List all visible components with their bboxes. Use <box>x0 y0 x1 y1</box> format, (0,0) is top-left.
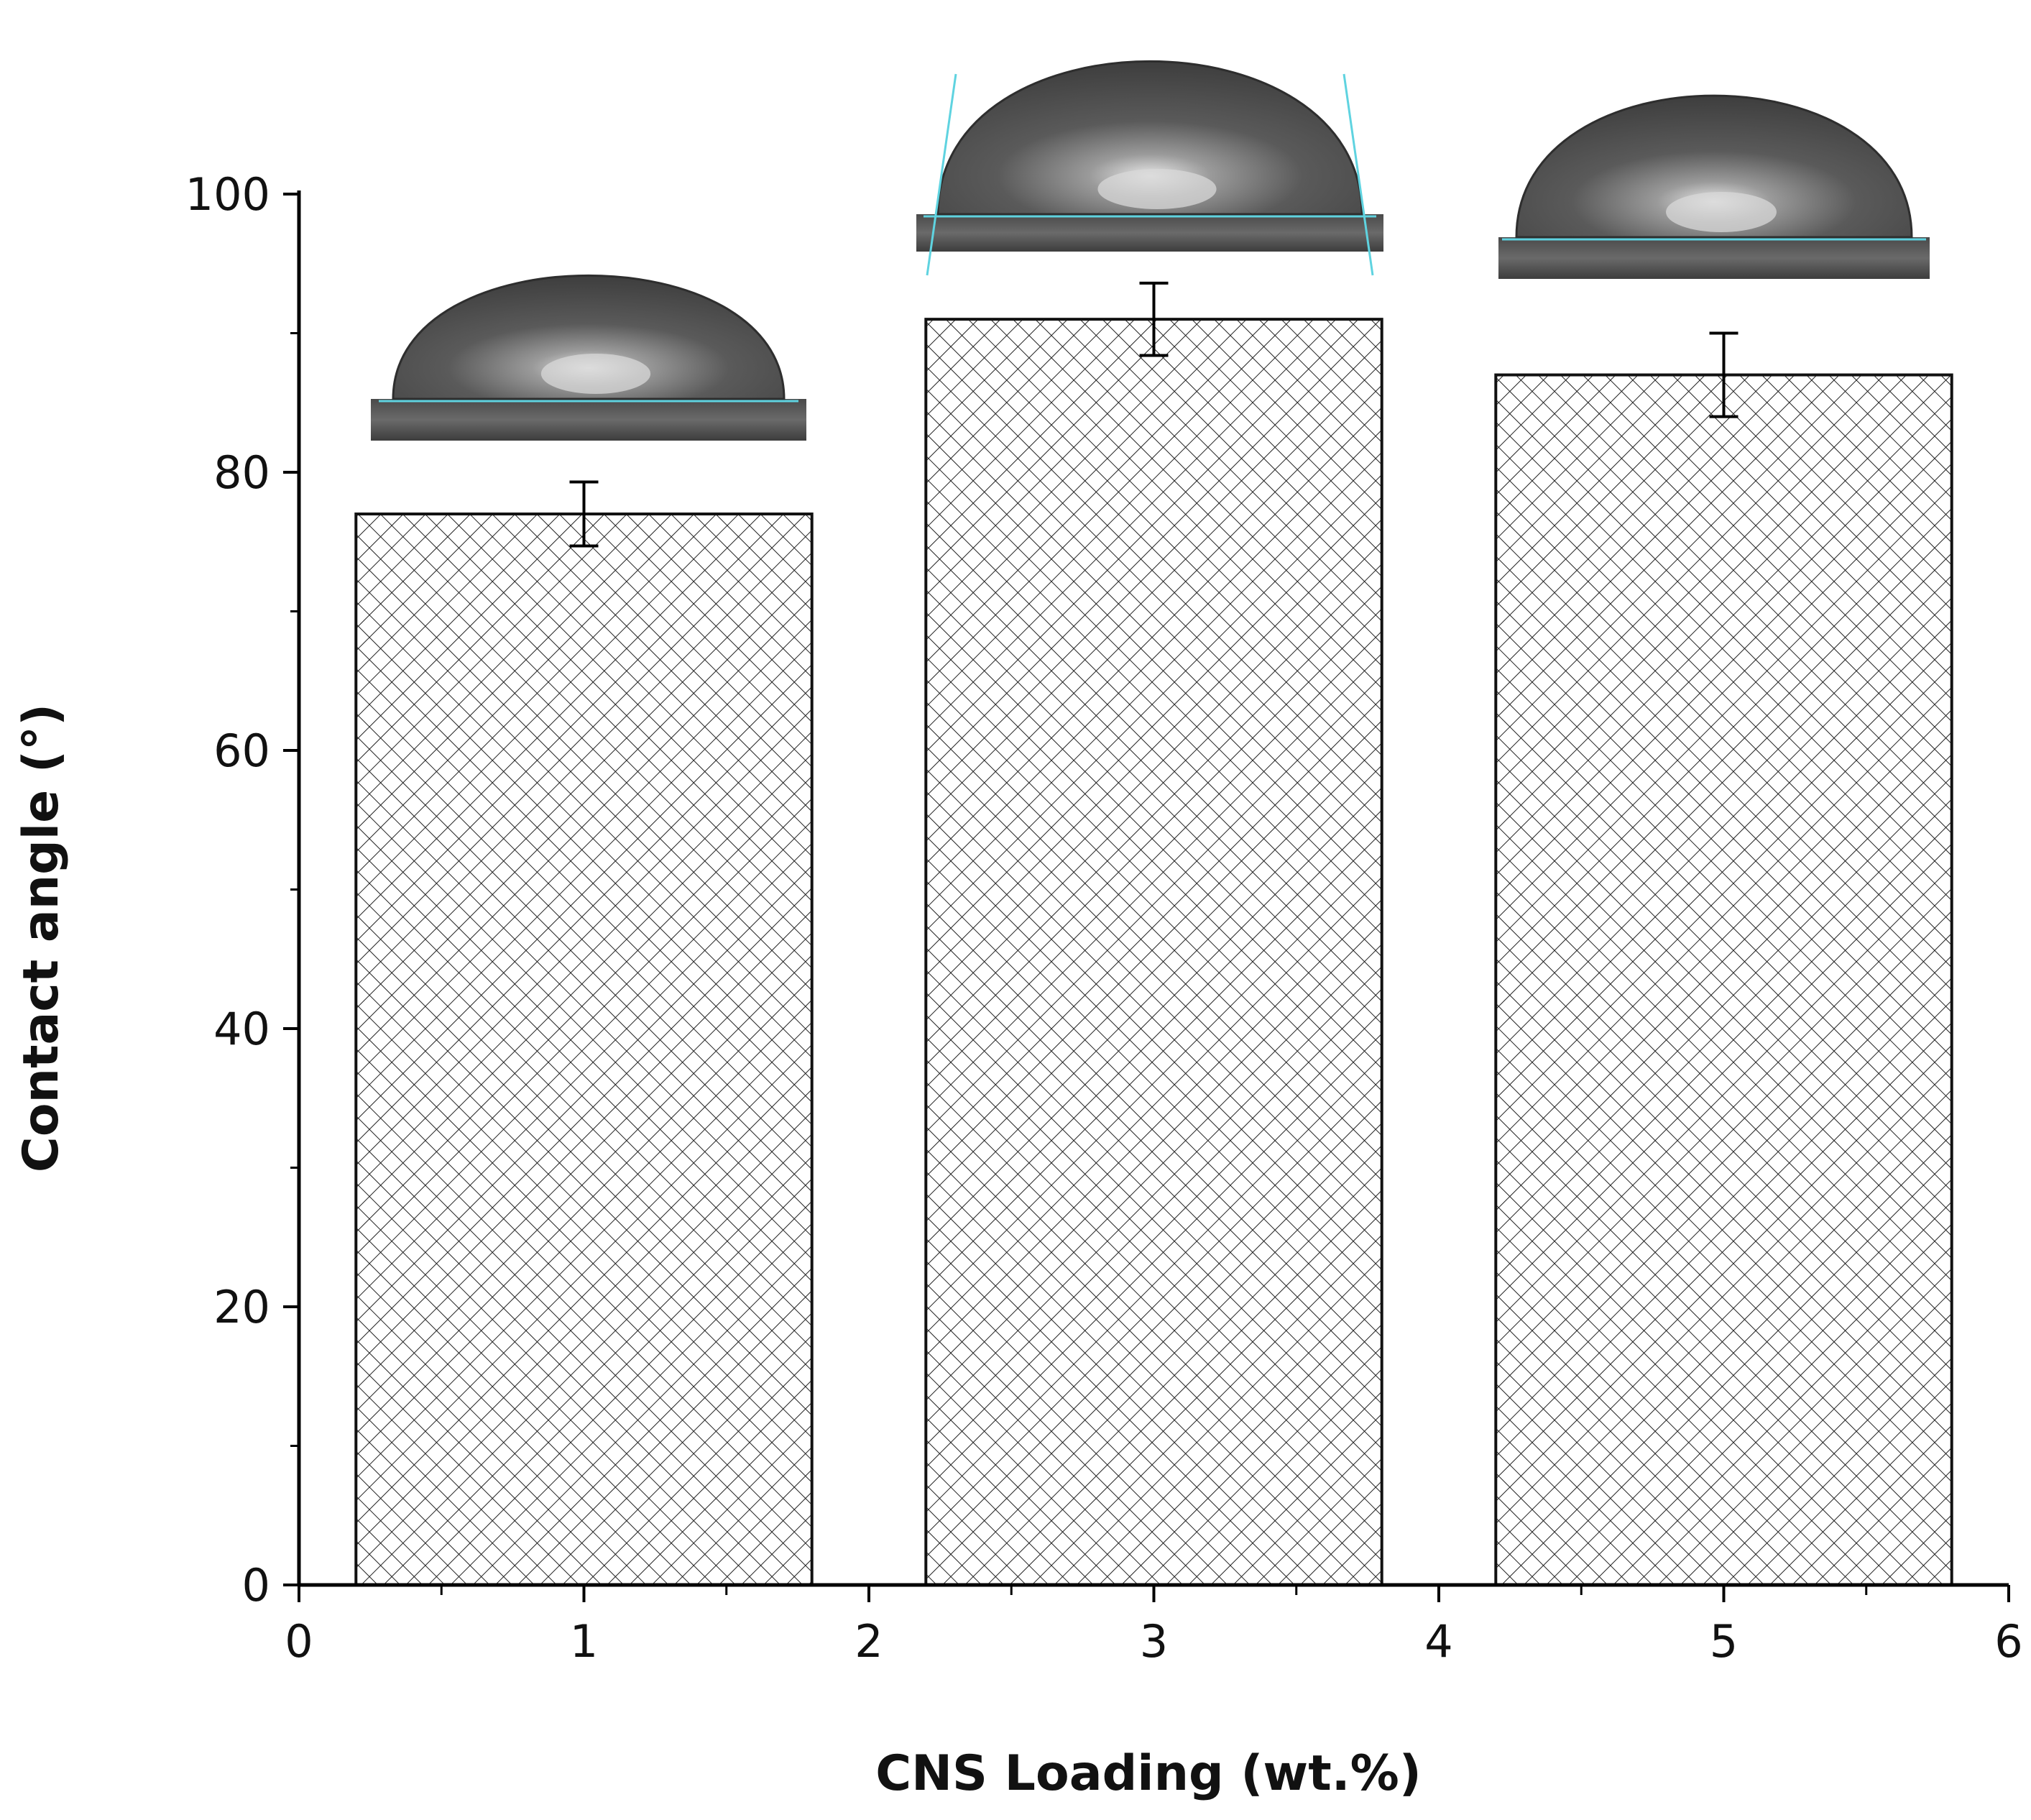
droplet <box>392 274 786 400</box>
bar-hatch-b <box>1496 374 1952 1585</box>
error-bar <box>569 480 599 548</box>
x-tick-label: 0 <box>285 1615 313 1668</box>
droplet-photo <box>371 274 806 441</box>
x-tick-label: 6 <box>1994 1615 2022 1668</box>
substrate <box>1498 237 1930 279</box>
substrate <box>371 399 806 441</box>
x-axis-ticks: 0 1 2 3 4 5 6 <box>285 1585 2023 1668</box>
y-tick-label: 80 <box>213 446 270 499</box>
y-tick-label: 0 <box>242 1559 270 1612</box>
y-tick-label: 60 <box>213 725 270 777</box>
y-axis-ticks: 0 20 40 60 80 100 <box>185 168 299 1612</box>
y-tick-label: 20 <box>213 1281 270 1333</box>
droplet <box>1515 94 1913 239</box>
bars <box>354 318 1953 1586</box>
x-axis-label: CNS Loading (wt.%) <box>875 1745 1422 1802</box>
x-tick-label: 3 <box>1140 1615 1168 1668</box>
droplet-insets <box>371 60 1930 441</box>
y-tick-label: 40 <box>213 1003 270 1055</box>
droplet-photo <box>1498 94 1930 279</box>
x-tick-label: 2 <box>855 1615 883 1668</box>
droplet-highlight <box>1097 169 1217 209</box>
error-bar <box>1709 331 1738 418</box>
y-tick-label: 100 <box>185 168 270 221</box>
bar-group <box>354 513 814 1586</box>
x-tick-label: 1 <box>570 1615 598 1668</box>
droplet-highlight <box>1666 192 1777 232</box>
bar-hatch-b <box>356 514 812 1585</box>
x-tick-label: 4 <box>1424 1615 1452 1668</box>
error-bar <box>1139 281 1169 357</box>
bar-hatch-b <box>926 319 1382 1585</box>
droplet <box>936 60 1363 216</box>
x-tick-label: 5 <box>1710 1615 1738 1668</box>
bar-group <box>1494 373 1953 1586</box>
tangent-line-right <box>1343 73 1374 276</box>
y-axis-label: Contact angle (°) <box>13 704 70 1172</box>
error-bars <box>569 281 1738 548</box>
bar-group <box>924 318 1383 1586</box>
droplet-highlight <box>540 354 651 394</box>
substrate <box>916 214 1383 252</box>
tangent-line-left <box>926 73 957 276</box>
droplet-photo <box>916 60 1383 276</box>
